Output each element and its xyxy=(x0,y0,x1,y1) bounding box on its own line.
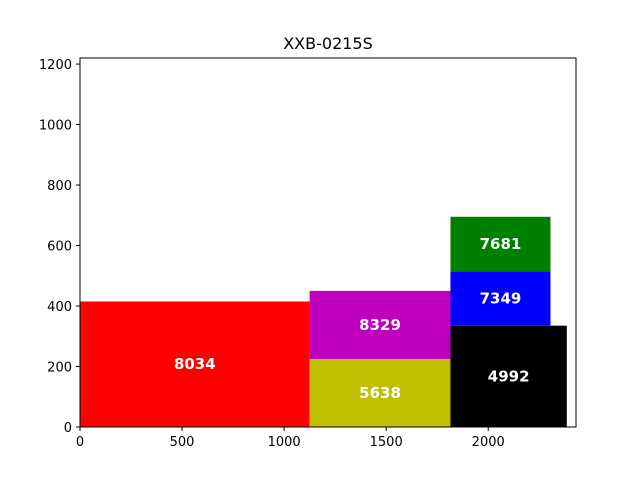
rect-label: 5638 xyxy=(359,384,401,402)
y-tick-label: 1200 xyxy=(39,58,72,73)
y-tick-label: 1000 xyxy=(39,119,72,134)
rect-label: 8034 xyxy=(174,355,216,373)
rect-label: 7681 xyxy=(480,235,522,253)
x-tick-label: 1500 xyxy=(370,435,403,450)
axes-layer: 0 500 1000 1500 2000 0 200 400 600 800 1000 1200 xyxy=(39,57,577,450)
x-tick-label: 0 xyxy=(76,435,84,450)
x-tick-label: 1000 xyxy=(268,435,301,450)
y-tick-label: 800 xyxy=(47,179,72,194)
treemap-rect xyxy=(80,301,310,427)
rect-label: 7349 xyxy=(480,289,522,307)
treemap-rect xyxy=(450,271,551,326)
treemap-rect xyxy=(309,358,451,427)
x-tick-label: 2000 xyxy=(472,435,505,450)
y-tick-label: 0 xyxy=(64,421,72,436)
rect-label: 4992 xyxy=(488,367,530,385)
treemap-rect xyxy=(450,216,551,272)
y-tick-label: 600 xyxy=(47,240,72,255)
rect-label: 8329 xyxy=(359,316,401,334)
treemap-rect xyxy=(309,290,451,359)
x-tick-label: 500 xyxy=(170,435,195,450)
y-tick-label: 400 xyxy=(47,300,72,315)
plot-frame xyxy=(79,57,577,428)
treemap-rect xyxy=(450,325,567,427)
chart-title: XXB-0215S xyxy=(283,34,373,53)
y-tick-label: 200 xyxy=(47,361,72,376)
rects-layer: 8034 5638 8329 4992 7349 7681 xyxy=(80,216,567,427)
